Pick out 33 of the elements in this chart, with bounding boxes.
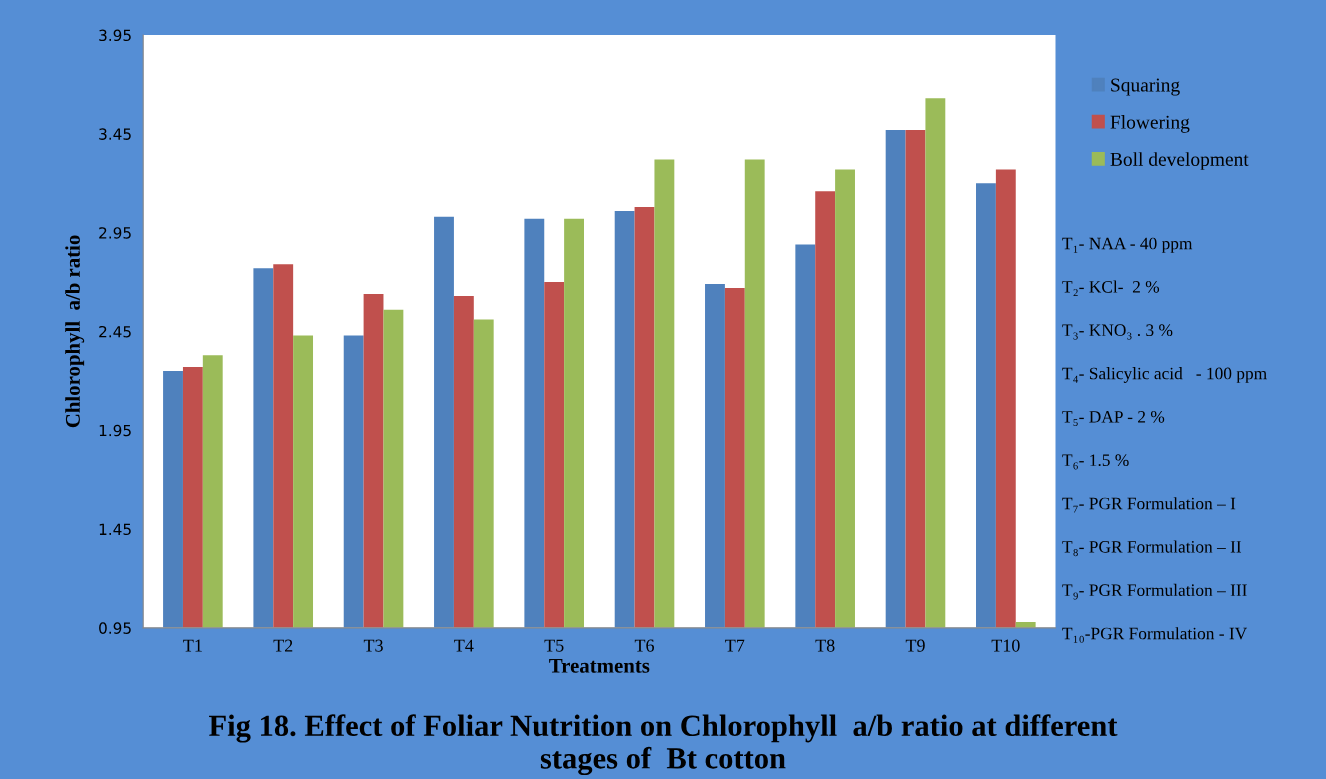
x-tick-label: T1: [183, 639, 202, 652]
text: T₇- PGR Formulation – I: [1062, 497, 1236, 513]
text: T₁- NAA - 40 ppm: [1062, 237, 1193, 253]
y-tick-label: 2.45: [99, 325, 131, 338]
x-tick-label: T5: [544, 639, 564, 652]
y-tick-label: 3.45: [99, 128, 131, 140]
text: T₂- KCl- 2 %: [1062, 280, 1160, 297]
x-tick-label: T4: [454, 639, 474, 652]
x-tick-label: T8: [815, 639, 835, 652]
y-axis-title: Chlorophyll a/b ratio: [65, 235, 85, 428]
x-tick-label: T3: [363, 639, 383, 652]
text: T₆- 1.5 %: [1062, 454, 1129, 470]
y-tick-label: 2.95: [99, 227, 131, 239]
text: T₅- DAP - 2 %: [1062, 410, 1165, 427]
text: T₉- PGR Formulation – III: [1062, 583, 1247, 600]
y-tick-label: 1.45: [99, 523, 131, 536]
y-tick-label: 3.95: [99, 29, 131, 42]
legend-label: Boll development: [1110, 152, 1249, 170]
x-tick-label: T6: [634, 639, 654, 652]
x-tick-label: T10: [991, 639, 1020, 652]
x-tick-label: T7: [725, 639, 745, 652]
text: T₁₀-PGR Formulation - IV: [1062, 627, 1248, 643]
y-tick-label: 1.95: [99, 424, 131, 437]
text: T₄- Salicylic acid - 100 ppm: [1062, 367, 1267, 383]
legend-label: Flowering: [1110, 115, 1190, 133]
x-axis-title: Treatments: [549, 658, 650, 673]
text: Fig 18. Effect of Foliar Nutrition on Chlorophyll a/b ratio at different stages of Bt cotton: [209, 714, 1118, 776]
y-tick-label: 0.95: [99, 622, 131, 634]
legend-label: Squaring: [1111, 78, 1180, 96]
text: T₃- KNO₃ . 3 %: [1062, 324, 1173, 340]
x-tick-label: T2: [273, 639, 293, 652]
x-tick-label: T9: [905, 639, 925, 652]
text: T₈- PGR Formulation – II: [1062, 540, 1242, 557]
